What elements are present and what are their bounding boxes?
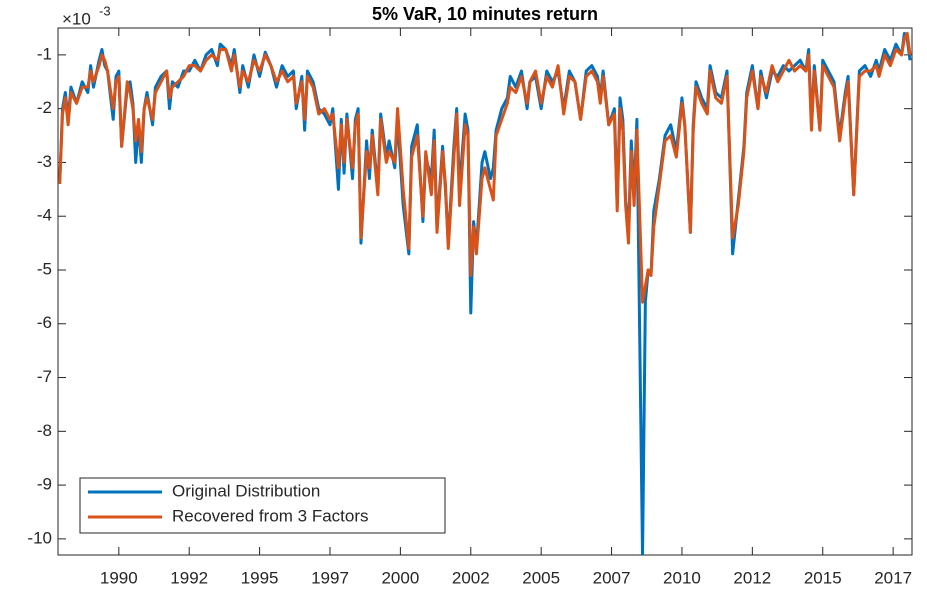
x-tick-label: 1997 — [311, 568, 349, 587]
y-tick-label: -9 — [37, 475, 52, 494]
y-tick-label: -8 — [37, 421, 52, 440]
x-tick-label: 2007 — [593, 568, 631, 587]
y-tick-label: -1 — [37, 44, 52, 63]
x-tick-label: 2015 — [804, 568, 842, 587]
x-tick-label: 2002 — [452, 568, 490, 587]
y-tick-label: -7 — [37, 367, 52, 386]
y-tick-label: -3 — [37, 152, 52, 171]
plot-area — [58, 31, 912, 555]
legend-label: Original Distribution — [172, 481, 320, 500]
x-tick-label: 2000 — [381, 568, 419, 587]
x-tick-label: 1992 — [170, 568, 208, 587]
x-tick-label: 1990 — [100, 568, 138, 587]
y-multiplier-base: ×10 — [62, 9, 91, 28]
series-line — [58, 31, 912, 304]
axes-box — [57, 27, 913, 556]
y-multiplier-power: -3 — [99, 3, 111, 18]
y-tick-label: -5 — [37, 259, 52, 278]
legend-label: Recovered from 3 Factors — [172, 506, 369, 525]
legend-box — [79, 477, 446, 534]
x-tick-label: 2017 — [874, 568, 912, 587]
y-tick-label: -6 — [37, 313, 52, 332]
x-tick-label: 2005 — [522, 568, 560, 587]
y-tick-label: -2 — [37, 98, 52, 117]
y-tick-label: -4 — [37, 206, 52, 225]
x-tick-label: 2012 — [733, 568, 771, 587]
x-tick-label: 1995 — [241, 568, 279, 587]
chart-title: 5% VaR, 10 minutes return — [372, 4, 598, 24]
x-tick-label: 2010 — [663, 568, 701, 587]
y-tick-label: -10 — [27, 528, 52, 547]
